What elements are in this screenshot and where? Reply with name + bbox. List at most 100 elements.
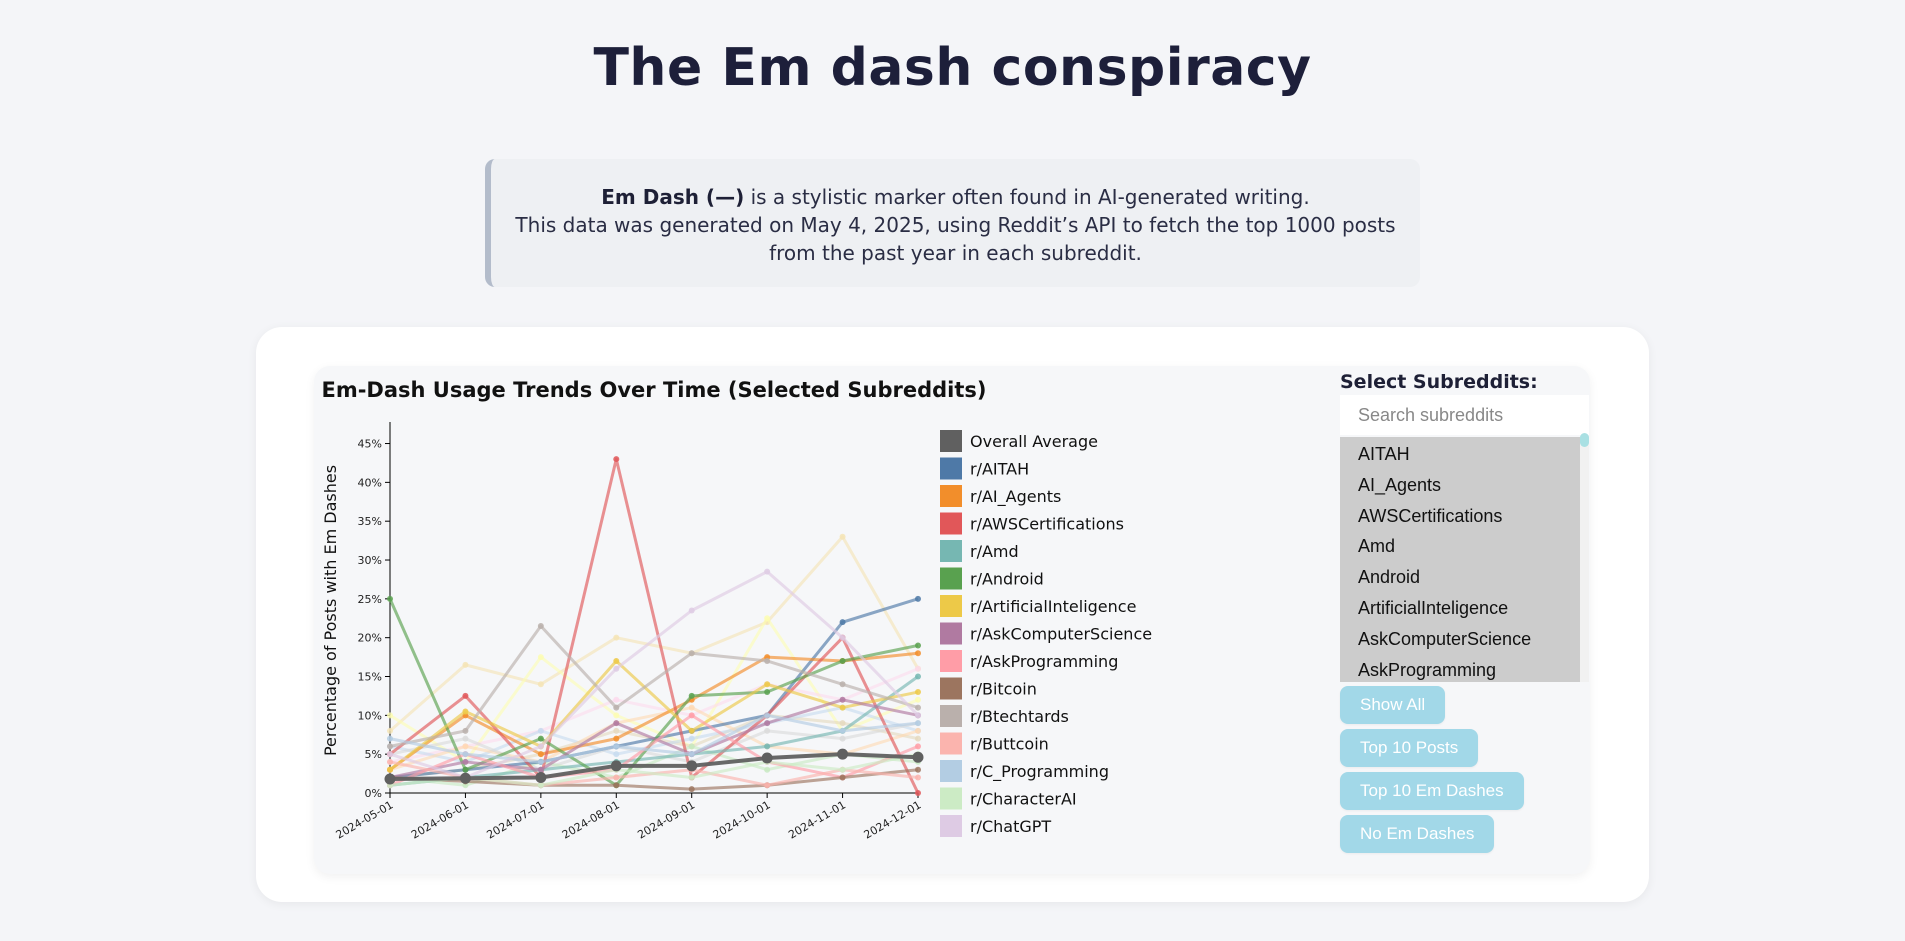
background-series-point (764, 615, 771, 622)
y-tick-label: 10% (358, 709, 382, 722)
background-series-point (462, 735, 469, 742)
legend-label: r/ChatGPT (970, 817, 1051, 836)
series-point (915, 712, 921, 719)
series-point (387, 735, 393, 742)
background-series-point (613, 634, 620, 641)
series-point (613, 774, 620, 781)
legend-swatch (940, 787, 962, 810)
legend-label: r/AI_Agents (970, 487, 1061, 507)
series-point (764, 782, 771, 789)
legend-swatch (940, 595, 962, 617)
series-point (613, 743, 620, 750)
legend-label: r/C_Programming (970, 762, 1109, 782)
y-tick-label: 20% (358, 632, 382, 645)
legend-label: r/Bitcoin (970, 680, 1037, 699)
series-point (915, 689, 921, 696)
series-point (537, 758, 544, 765)
subreddit-list-scrollbar[interactable] (1580, 437, 1589, 682)
series-point (387, 766, 393, 773)
y-tick-label: 40% (358, 476, 382, 489)
series-point (839, 704, 846, 711)
series-point (613, 735, 620, 742)
background-series-point (537, 727, 544, 734)
intro-line-1: Em Dash (—) is a stylistic marker often … (491, 183, 1420, 211)
background-series-point (839, 720, 846, 727)
background-series-point (915, 727, 921, 734)
series-point (915, 720, 921, 727)
subreddit-option[interactable]: AskProgramming (1358, 659, 1497, 680)
series-line (389, 457, 920, 794)
x-tick-label: 2024-10-01 (711, 798, 773, 841)
series-line (389, 651, 919, 771)
series-point (915, 704, 921, 711)
show-all-button[interactable]: Show All (1340, 686, 1446, 724)
chart-title: Em-Dash Usage Trends Over Time (Selected… (321, 378, 986, 402)
subreddit-option[interactable]: Android (1358, 567, 1421, 588)
subreddit-option[interactable]: Amd (1358, 536, 1396, 557)
series-point (462, 751, 469, 758)
series-point (915, 790, 921, 796)
series-line (389, 698, 919, 779)
subreddit-search-input[interactable] (1340, 395, 1589, 435)
series-point (839, 727, 846, 734)
subreddit-option[interactable]: AI_Agents (1358, 474, 1442, 495)
subreddit-list-scroll-thumb[interactable] (1580, 433, 1589, 447)
legend-label: r/Amd (970, 542, 1019, 561)
legend-swatch (940, 650, 962, 672)
series-point (462, 692, 469, 699)
series-point (613, 720, 620, 727)
series-line (389, 768, 919, 791)
overall-average-point (610, 760, 622, 772)
legend-label: r/AskComputerScience (970, 625, 1152, 644)
legend-swatch (940, 567, 962, 590)
series-point (537, 782, 544, 789)
overall-average-point (535, 771, 547, 783)
series-point (915, 774, 921, 781)
series-point (839, 766, 846, 773)
y-tick-label: 45% (358, 438, 382, 451)
background-series-point (688, 743, 695, 750)
legend-label: r/CharacterAI (970, 790, 1077, 809)
series-point (613, 657, 620, 664)
background-series-line (389, 535, 920, 733)
overall-average-point (912, 751, 924, 763)
legend-label: r/AskProgramming (970, 652, 1118, 671)
series-point (462, 708, 469, 715)
background-series-point (839, 533, 846, 540)
overall-average-point (761, 752, 773, 764)
series-point (537, 623, 544, 630)
subreddit-select-list[interactable]: AITAH AI_Agents AWSCertifications Amd Androi… (1340, 437, 1580, 682)
background-series-point (688, 735, 695, 742)
overall-average-line (389, 752, 919, 782)
x-tick-label: 2024-05-01 (334, 798, 396, 841)
legend-swatch (940, 430, 962, 452)
legend-label: Overall Average (970, 432, 1098, 451)
background-series-point (613, 696, 620, 703)
series-point (915, 673, 921, 680)
series-point (839, 634, 846, 641)
series-point (688, 650, 695, 657)
series-point (462, 727, 469, 734)
background-series-point (462, 743, 469, 750)
y-axis-label: Percentage of Posts with Em Dashes (321, 465, 340, 756)
series-point (839, 696, 846, 703)
intro-em-dash-term: Em Dash (—) (601, 185, 745, 209)
legend-swatch (940, 540, 962, 562)
subreddit-option[interactable]: AITAH (1358, 444, 1410, 464)
series-line (389, 570, 920, 779)
top-10-posts-button[interactable]: Top 10 Posts (1340, 729, 1479, 767)
no-em-dashes-button[interactable]: No Em Dashes (1340, 815, 1495, 853)
top-10-em-dashes-button[interactable]: Top 10 Em Dashes (1340, 772, 1524, 810)
background-series-point (613, 751, 620, 758)
series-point (537, 766, 544, 773)
subreddit-option[interactable]: AskComputerScience (1358, 628, 1532, 649)
select-subreddits-title: Select Subreddits: (1340, 371, 1538, 393)
series-point (387, 751, 393, 758)
subreddit-option[interactable]: ArtificialInteligence (1358, 597, 1509, 618)
subreddit-option[interactable]: AWSCertifications (1358, 505, 1503, 526)
x-tick-label: 2024-08-01 (560, 798, 622, 841)
background-series-point (613, 727, 620, 734)
legend-swatch (940, 457, 962, 480)
series-point (915, 743, 921, 750)
series-point (387, 758, 393, 765)
